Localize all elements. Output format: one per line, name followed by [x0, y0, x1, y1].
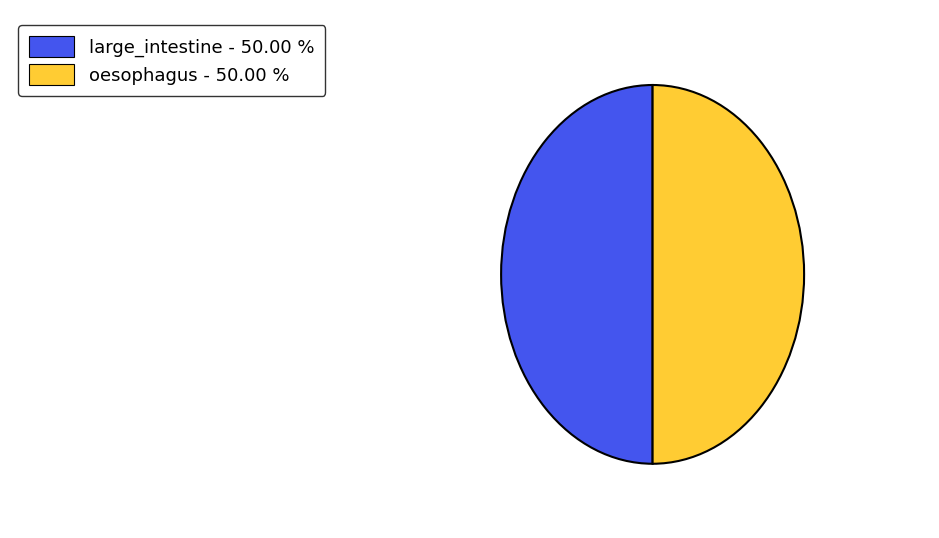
- Wedge shape: [653, 85, 804, 464]
- Wedge shape: [501, 85, 653, 464]
- Legend: large_intestine - 50.00 %, oesophagus - 50.00 %: large_intestine - 50.00 %, oesophagus - …: [19, 25, 325, 96]
